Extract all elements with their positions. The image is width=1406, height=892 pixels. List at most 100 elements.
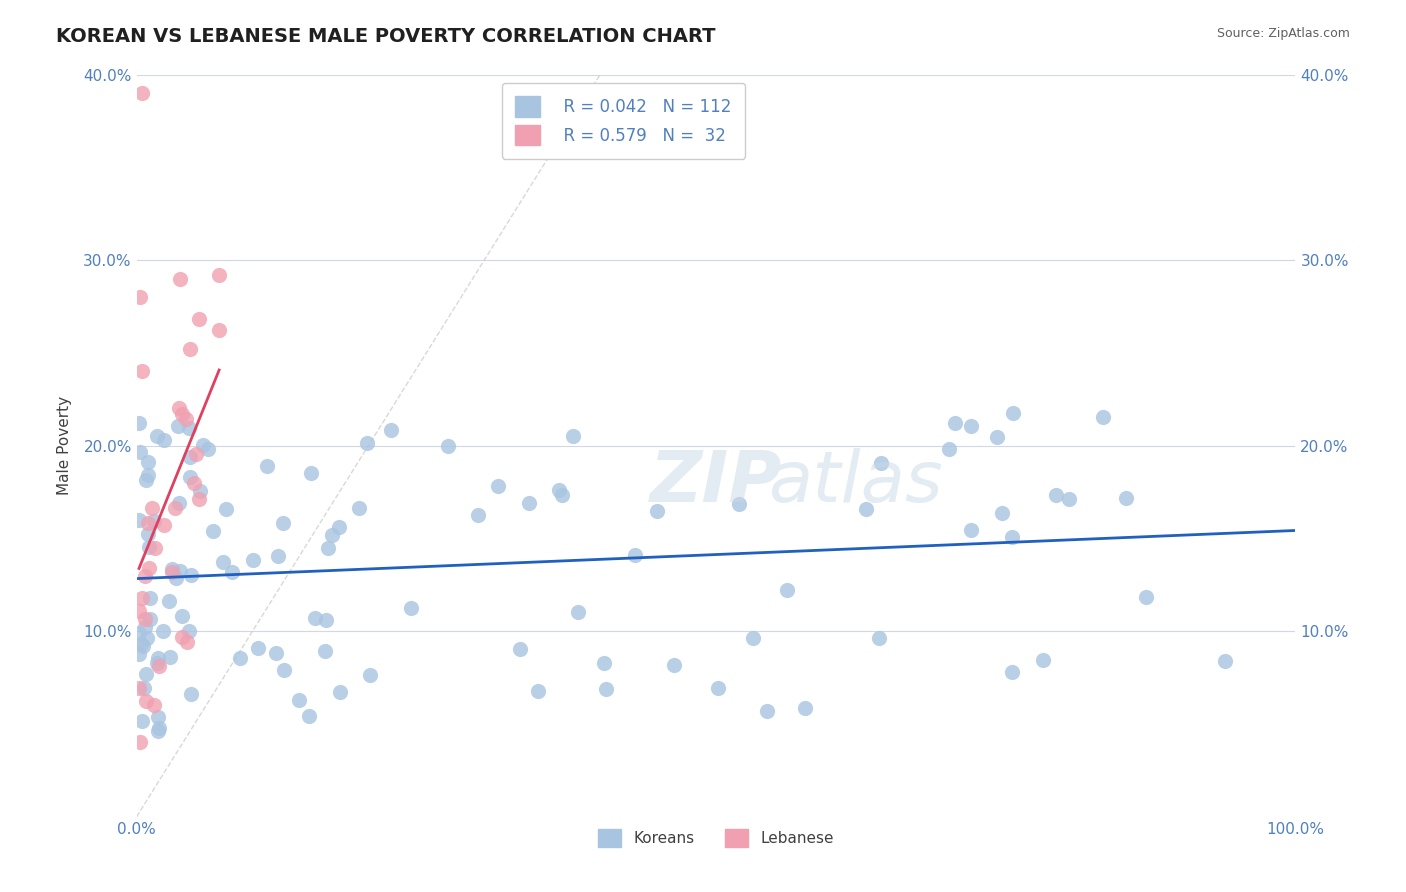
Point [138, 516, 160, 531]
Point [299, 466, 322, 480]
Point [143, 698, 166, 712]
Point [146, 723, 169, 738]
Text: Source: ZipAtlas.com: Source: ZipAtlas.com [1216, 27, 1350, 40]
Point [179, 450, 201, 464]
Point [197, 442, 219, 456]
Point [960, 418, 983, 433]
Point [855, 502, 877, 516]
Point [328, 520, 350, 534]
Point [256, 458, 278, 473]
Point [169, 564, 191, 578]
Point [288, 692, 311, 706]
Point [208, 323, 231, 337]
Point [437, 440, 460, 454]
Point [145, 428, 167, 442]
Point [159, 650, 181, 665]
Point [517, 495, 540, 509]
Point [212, 555, 235, 569]
Point [153, 433, 176, 447]
Point [380, 423, 402, 437]
Point [128, 647, 150, 661]
Point [138, 560, 160, 574]
Point [321, 528, 343, 542]
Point [129, 637, 152, 651]
Point [135, 473, 157, 487]
Point [160, 562, 183, 576]
Point [128, 681, 150, 696]
Point [215, 502, 238, 516]
Point [938, 442, 960, 456]
Point [179, 470, 201, 484]
Point [1002, 405, 1025, 419]
Point [148, 651, 170, 665]
Point [221, 565, 243, 579]
Point [167, 418, 190, 433]
Text: ZIP: ZIP [650, 448, 782, 517]
Point [551, 488, 574, 502]
Point [172, 408, 194, 422]
Y-axis label: Male Poverty: Male Poverty [58, 396, 72, 495]
Point [138, 611, 160, 625]
Point [273, 663, 295, 677]
Point [187, 312, 209, 326]
Point [193, 438, 215, 452]
Point [184, 447, 207, 461]
Point [148, 721, 170, 735]
Point [991, 506, 1014, 520]
Point [561, 429, 583, 443]
Point [146, 709, 169, 723]
Point [136, 632, 159, 646]
Point [179, 342, 201, 356]
Point [547, 483, 569, 498]
Point [131, 639, 153, 653]
Point [143, 541, 166, 556]
Point [131, 591, 153, 605]
Point [1213, 654, 1236, 668]
Point [176, 634, 198, 648]
Point [1001, 665, 1024, 680]
Point [246, 641, 269, 656]
Point [134, 620, 156, 634]
Point [467, 508, 489, 522]
Point [1032, 653, 1054, 667]
Point [183, 475, 205, 490]
Point [509, 642, 531, 657]
Point [131, 86, 153, 100]
Point [1091, 410, 1114, 425]
Point [329, 685, 352, 699]
Point [869, 456, 891, 470]
Point [593, 656, 616, 670]
Text: KOREAN VS LEBANESE MALE POVERTY CORRELATION CHART: KOREAN VS LEBANESE MALE POVERTY CORRELAT… [56, 27, 716, 45]
Point [567, 605, 589, 619]
Point [179, 624, 201, 638]
Point [314, 644, 336, 658]
Point [135, 694, 157, 708]
Point [153, 517, 176, 532]
Point [776, 582, 799, 597]
Point [129, 735, 152, 749]
Point [177, 421, 200, 435]
Point [129, 290, 152, 304]
Point [128, 513, 150, 527]
Point [208, 268, 231, 282]
Point [794, 701, 817, 715]
Point [145, 656, 167, 670]
Point [131, 364, 153, 378]
Point [959, 524, 981, 538]
Point [356, 436, 378, 450]
Point [172, 609, 194, 624]
Point [167, 495, 190, 509]
Point [756, 704, 779, 718]
Point [242, 552, 264, 566]
Point [139, 591, 162, 606]
Point [1001, 530, 1024, 544]
Point [128, 626, 150, 640]
Point [188, 491, 211, 506]
Point [624, 549, 647, 563]
Point [169, 401, 191, 416]
Point [742, 631, 765, 645]
Text: atlas: atlas [768, 448, 942, 517]
Point [304, 610, 326, 624]
Point [174, 412, 197, 426]
Point [298, 709, 321, 723]
